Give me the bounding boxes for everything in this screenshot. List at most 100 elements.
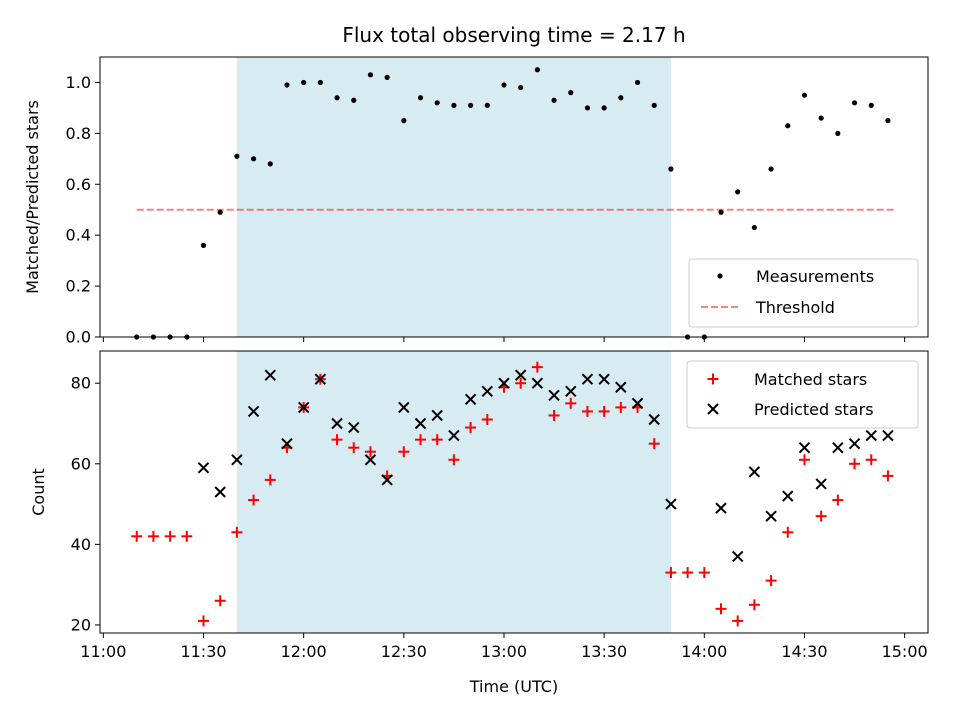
matched-star-point <box>748 599 760 611</box>
chart-title: Flux total observing time = 2.17 h <box>342 23 685 47</box>
top-y-tick-label: 0.2 <box>66 277 91 296</box>
measurement-point <box>317 79 323 86</box>
measurement-point <box>518 84 524 91</box>
measurement-point <box>768 166 774 172</box>
x-tick-label: 13:30 <box>581 642 627 661</box>
legend-matched-stars-marker <box>707 373 719 385</box>
matched-star-point <box>164 530 176 542</box>
bottom-y-tick-label: 20 <box>71 615 91 634</box>
top-y-tick-label: 1.0 <box>66 73 91 92</box>
top-y-axis-label: Matched/Predicted stars <box>23 100 42 294</box>
legend-threshold-label: Threshold <box>755 298 835 317</box>
matched-star-point <box>815 510 827 522</box>
predicted-star-point <box>815 478 827 490</box>
matched-star-point <box>131 530 143 542</box>
x-tick-label: 14:30 <box>781 642 827 661</box>
legend-predicted-marker-shape <box>707 403 719 415</box>
bottom-y-tick-label: 60 <box>71 454 91 473</box>
measurement-point <box>401 118 407 124</box>
matched-star-point <box>364 446 376 458</box>
top-y-tick-label: 0.4 <box>66 226 91 245</box>
legend-measurements-label: Measurements <box>756 267 874 286</box>
predicted-star-point <box>297 401 310 414</box>
measurement-point <box>451 102 457 108</box>
matched-star-point <box>147 530 159 542</box>
matched-star-point <box>415 434 427 446</box>
measurement-point <box>267 161 273 167</box>
matched-star-point <box>248 494 260 506</box>
measurement-point <box>351 97 357 103</box>
legend-matched-stars-label: Matched stars <box>754 370 867 389</box>
predicted-star-point <box>631 397 644 410</box>
x-tick-label: 12:30 <box>381 642 427 661</box>
predicted-star-point <box>481 385 493 397</box>
legend-predicted-stars-marker <box>707 403 719 415</box>
predicted-star-point <box>798 441 811 454</box>
predicted-star-point <box>448 429 460 442</box>
measurement-point <box>534 67 540 73</box>
measurement-point <box>551 97 557 103</box>
top-legend: Measurements Threshold <box>688 258 919 328</box>
measurement-point <box>785 123 791 129</box>
matched-star-point <box>348 442 360 454</box>
matched-star-point <box>648 438 660 450</box>
matched-star-point <box>849 458 861 470</box>
predicted-star-point <box>281 437 293 450</box>
bottom-observing-interval <box>236 351 671 633</box>
predicted-star-point <box>247 405 260 418</box>
top-y-tick-label: 0.8 <box>66 124 91 143</box>
matched-star-point <box>181 530 193 542</box>
matched-star-point <box>665 567 677 579</box>
measurement-point <box>735 189 741 195</box>
measurement-point <box>501 82 507 88</box>
matched-star-point <box>682 567 694 579</box>
predicted-star-point <box>514 369 527 381</box>
predicted-star-point <box>648 413 660 426</box>
matched-star-point <box>465 422 477 434</box>
measurement-point <box>250 156 257 162</box>
matched-star-point <box>448 454 460 466</box>
predicted-star-point <box>398 401 410 414</box>
predicted-star-point <box>715 502 727 514</box>
measurement-point <box>618 95 624 101</box>
predicted-star-point <box>381 474 393 486</box>
matched-star-point <box>481 413 493 425</box>
matched-star-point <box>531 361 543 373</box>
measurement-point <box>234 153 240 159</box>
bottom-y-tick-label: 40 <box>71 535 91 554</box>
x-tick-label: 11:00 <box>80 642 126 661</box>
x-tick-label: 15:00 <box>882 642 928 661</box>
matched-star-point <box>264 474 276 486</box>
matched-star-point <box>865 454 877 466</box>
top-y-tick-label: 0.6 <box>66 175 91 194</box>
predicted-star-point <box>848 437 861 450</box>
matched-star-point <box>715 603 727 615</box>
measurement-point <box>284 82 290 88</box>
measurement-point <box>484 102 490 108</box>
matched-star-point <box>698 567 710 579</box>
measurement-point <box>868 102 874 108</box>
measurement-point <box>200 242 207 248</box>
predicted-star-point <box>431 409 443 422</box>
x-tick-label: 13:00 <box>481 642 527 661</box>
measurement-point <box>568 90 574 96</box>
matched-star-point <box>214 595 226 607</box>
legend-measurements-marker <box>717 273 723 279</box>
bottom-y-axis-label: Count <box>29 468 48 516</box>
measurement-point <box>367 72 374 78</box>
top-y-tick-label: 0.0 <box>66 328 91 347</box>
measurement-point <box>651 102 657 108</box>
matched-star-point <box>515 377 527 389</box>
top-observing-interval <box>236 57 671 337</box>
top-panel: 0.0 0.2 0.4 0.6 0.8 1.0 Matched/Predicted sta… <box>23 56 929 347</box>
matched-star-point <box>581 405 593 417</box>
bottom-legend: Matched stars Predicted stars <box>686 360 919 429</box>
x-tick-label: 12:00 <box>281 642 327 661</box>
measurement-point <box>384 74 390 80</box>
matched-star-point <box>198 615 209 627</box>
measurement-point <box>601 105 607 111</box>
predicted-star-point <box>231 454 243 466</box>
measurement-point <box>835 130 841 136</box>
measurement-point <box>334 95 340 101</box>
measurement-point <box>467 102 474 108</box>
